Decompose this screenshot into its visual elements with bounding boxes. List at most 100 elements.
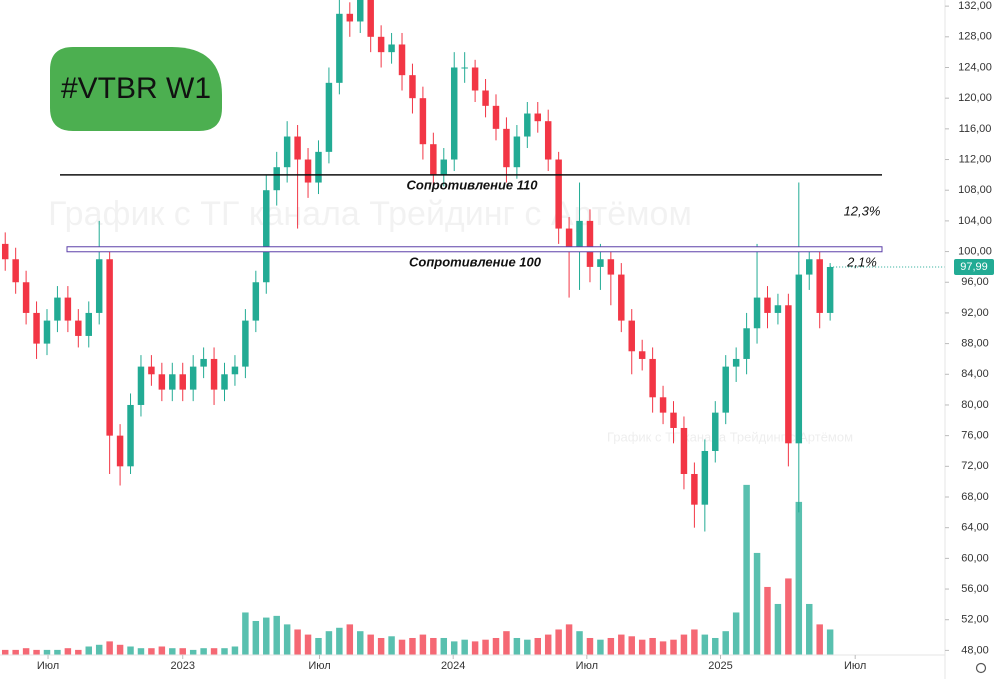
candle-body (492, 105, 500, 129)
volume-bar (388, 636, 395, 655)
volume-bar (304, 634, 312, 655)
y-tick-label: 96,00 (961, 276, 989, 288)
volume-bar (210, 648, 218, 655)
candle-body (85, 312, 92, 336)
candle-body (816, 259, 823, 313)
volume-bar (680, 634, 688, 655)
volume-bar (565, 624, 573, 655)
volume-bar (649, 637, 656, 655)
candle-body (471, 67, 479, 91)
candle-body (680, 427, 688, 474)
candle-body (242, 320, 249, 367)
volume-bar (555, 629, 562, 655)
candle-body (450, 67, 458, 160)
settings-icon[interactable] (975, 662, 987, 674)
candle-body (210, 358, 218, 390)
y-tick-label: 92,00 (961, 307, 989, 319)
volume-bar (638, 639, 646, 655)
volume-bar (252, 620, 260, 655)
volume-bar (471, 641, 479, 655)
volume-bar (691, 629, 698, 655)
candle-body (377, 36, 385, 53)
candle-body (64, 297, 72, 321)
volume-bar (263, 617, 270, 655)
candle-body (638, 351, 646, 359)
watermark: График с ТГ канала Трейдинг с Артёмом (48, 195, 692, 233)
candle-body (503, 128, 510, 168)
volume-bar (774, 603, 782, 655)
volume-bar (273, 615, 280, 655)
x-tick-label: 2023 (170, 660, 194, 672)
candle-body (200, 358, 207, 367)
candle-body (54, 297, 61, 321)
candle-body (388, 44, 395, 53)
volume-bar (85, 646, 92, 655)
candle-body (75, 320, 82, 336)
volume-bar (179, 648, 186, 655)
y-tick-label: 56,00 (961, 583, 989, 595)
volume-bar (336, 627, 343, 655)
candle-body (367, 0, 374, 37)
volume-bar (816, 624, 823, 655)
candle-body (231, 366, 239, 375)
x-tick-label: 2025 (708, 660, 732, 672)
y-tick-label: 48,00 (961, 644, 989, 656)
candle-body (336, 13, 343, 83)
candle-body (346, 13, 354, 22)
candle-body (555, 159, 562, 229)
volume-bar (33, 649, 40, 655)
volume-bar (450, 641, 458, 655)
volume-bar (597, 639, 604, 655)
y-tick-label: 116,00 (959, 123, 992, 135)
candle-body (544, 121, 552, 160)
candle-body (263, 190, 270, 283)
volume-bar (419, 634, 427, 655)
volume-bar (534, 637, 541, 655)
volume-bar (785, 578, 792, 655)
candle-body (628, 320, 635, 352)
candle-body (712, 412, 719, 451)
volume-bar (586, 637, 594, 655)
candle-body (315, 151, 322, 183)
y-tick-label: 64,00 (961, 522, 989, 534)
y-tick-label: 84,00 (961, 368, 989, 380)
volume-bar (189, 649, 197, 655)
volume-bar (544, 634, 552, 655)
volume-bar (743, 484, 750, 655)
volume-bar (607, 637, 615, 655)
volume-bar (377, 637, 385, 655)
volume-bar (148, 648, 155, 655)
candle-body (169, 374, 176, 390)
volume-bar (367, 634, 374, 655)
volume-bar (492, 637, 500, 655)
candle-body (189, 366, 197, 390)
y-tick-label: 76,00 (961, 430, 989, 442)
volume-bar (712, 637, 719, 655)
candle-body (179, 374, 186, 390)
y-tick-label: 100,00 (958, 245, 992, 257)
candle-body (106, 259, 113, 436)
volume-bar (283, 624, 291, 655)
candle-body (826, 266, 834, 313)
x-tick-label: Июл (576, 660, 598, 672)
candle-body (513, 136, 521, 168)
volume-bar (325, 631, 333, 655)
candle-body (283, 136, 291, 168)
candle-body (670, 412, 677, 428)
volume-bar (440, 637, 448, 655)
candle-body (325, 82, 333, 152)
candle-body (534, 113, 541, 122)
candle-body (430, 144, 437, 175)
volume-bar (732, 612, 740, 655)
volume-bar (701, 634, 709, 655)
volume-bar (169, 648, 176, 655)
candle-body (691, 473, 698, 505)
y-tick-label: 124,00 (958, 61, 992, 73)
candle-body (148, 366, 155, 375)
volume-bar (1, 649, 9, 655)
volume-bar (221, 648, 228, 655)
candle-body (273, 167, 280, 191)
volume-bar (430, 637, 437, 655)
volume-bar (158, 646, 166, 655)
volume-bar (357, 631, 364, 655)
